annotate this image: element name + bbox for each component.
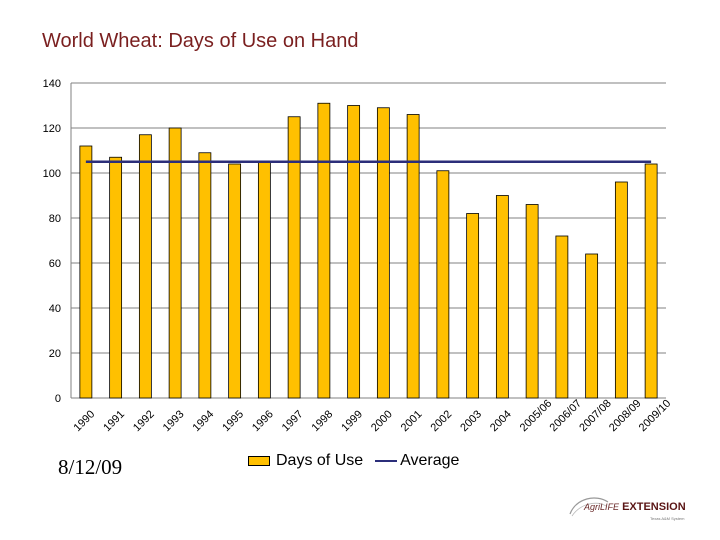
- bar-2005/06: [525, 204, 539, 399]
- bar-2004: [495, 195, 509, 399]
- bar-2002: [436, 170, 450, 399]
- bar-1999: [347, 105, 361, 399]
- x-tick-label: 2008/09: [607, 398, 644, 435]
- axes: [70, 83, 666, 399]
- y-tick-label: 20: [49, 348, 61, 360]
- legend: Days of Use Average: [248, 452, 459, 470]
- x-tick-label: 1995: [220, 408, 246, 434]
- bar-1996: [257, 161, 271, 399]
- legend-label-days-of-use: Days of Use: [276, 452, 364, 469]
- bar-1992: [138, 134, 152, 399]
- x-tick-label: 2002: [429, 408, 455, 434]
- bar-2000: [376, 107, 390, 399]
- bar-2009/10: [644, 163, 658, 399]
- bar-2003: [466, 213, 480, 399]
- x-tick-label: 1991: [101, 408, 127, 434]
- gridlines: [71, 82, 666, 354]
- bar-2008/09: [614, 181, 628, 399]
- x-tick-label: 2004: [488, 408, 514, 434]
- x-tick-label: 2000: [369, 408, 395, 434]
- bar-1993: [168, 127, 182, 399]
- bar-1990: [79, 145, 93, 399]
- bar-1991: [109, 156, 123, 399]
- legend-label-average: Average: [400, 452, 460, 469]
- bar-1995: [228, 163, 242, 399]
- x-tick-label: 1999: [339, 408, 365, 434]
- x-tick-label: 1990: [72, 408, 98, 434]
- legend-bar-swatch: [248, 456, 270, 466]
- x-tick-label: 1993: [161, 408, 187, 434]
- x-tick-label: 1998: [310, 408, 336, 434]
- y-tick-label: 140: [43, 78, 61, 90]
- bars: [79, 102, 658, 399]
- y-tick-label: 100: [43, 168, 61, 180]
- x-tick-label: 1994: [191, 408, 217, 434]
- y-tick-label: 80: [49, 213, 61, 225]
- logo-name: EXTENSION: [622, 501, 686, 513]
- y-tick-label: 40: [49, 303, 61, 315]
- x-tick-label: 2001: [399, 408, 425, 434]
- bar-1994: [198, 152, 212, 399]
- x-tick-label: 1992: [131, 408, 157, 434]
- bar-2001: [406, 114, 420, 399]
- agrilife-extension-logo: AgriLIFE EXTENSION Texas A&M System: [566, 492, 706, 528]
- bar-2007/08: [585, 253, 599, 399]
- bar-2006/07: [555, 235, 569, 399]
- x-tick-label: 2007/08: [577, 398, 614, 435]
- bar-1998: [317, 102, 331, 399]
- logo-tagline: Texas A&M System: [650, 516, 685, 521]
- x-tick-label: 2005/06: [518, 398, 555, 435]
- footer-date: 8/12/09: [58, 455, 123, 479]
- x-tick-label: 2003: [458, 408, 484, 434]
- legend-line-swatch: [375, 460, 398, 462]
- y-tick-label: 0: [55, 393, 61, 405]
- chart-title: World Wheat: Days of Use on Hand: [42, 30, 359, 52]
- logo-prefix: AgriLIFE: [584, 502, 620, 512]
- y-tick-label: 60: [49, 258, 61, 270]
- x-tick-label: 1996: [250, 408, 276, 434]
- x-tick-label: 2006/07: [548, 398, 585, 435]
- x-tick-label: 2009/10: [637, 398, 674, 435]
- x-tick-label: 1997: [280, 408, 306, 434]
- logo-swoosh-icon: [569, 497, 609, 517]
- y-tick-label: 120: [43, 123, 61, 135]
- bar-1997: [287, 116, 301, 399]
